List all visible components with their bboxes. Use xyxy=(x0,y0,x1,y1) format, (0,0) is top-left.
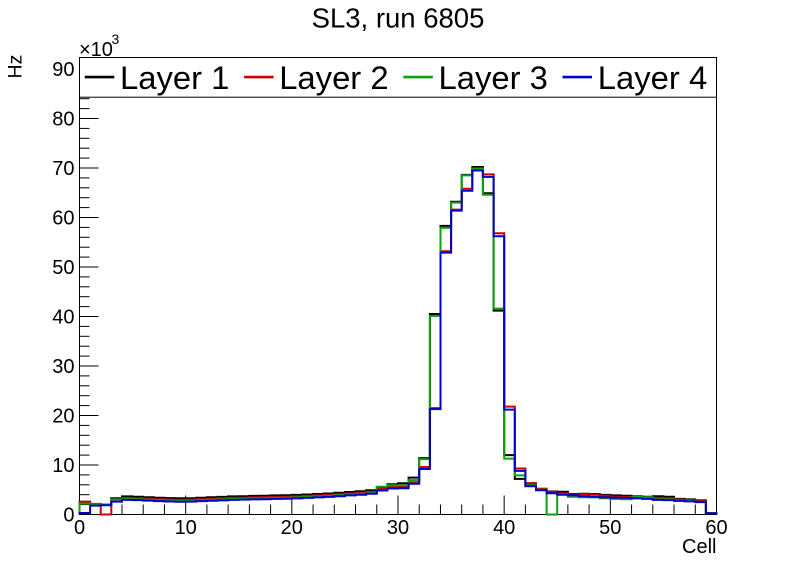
svg-text:0: 0 xyxy=(63,505,74,527)
svg-text:SL3, run 6805: SL3, run 6805 xyxy=(312,3,485,34)
svg-text:40: 40 xyxy=(52,307,74,329)
svg-text:×10: ×10 xyxy=(79,39,113,61)
svg-text:90: 90 xyxy=(52,59,74,81)
svg-text:20: 20 xyxy=(52,406,74,428)
svg-text:3: 3 xyxy=(112,31,120,47)
svg-text:Layer 3: Layer 3 xyxy=(439,59,548,96)
svg-text:30: 30 xyxy=(52,356,74,378)
svg-text:40: 40 xyxy=(493,517,515,539)
svg-text:20: 20 xyxy=(281,517,303,539)
svg-text:Hz: Hz xyxy=(5,55,27,79)
svg-text:80: 80 xyxy=(52,109,74,131)
svg-text:10: 10 xyxy=(52,455,74,477)
svg-text:Layer 1: Layer 1 xyxy=(120,59,229,96)
svg-text:0: 0 xyxy=(74,517,85,539)
svg-text:Cell: Cell xyxy=(682,536,716,558)
svg-text:Layer 4: Layer 4 xyxy=(598,59,707,96)
svg-text:50: 50 xyxy=(599,517,621,539)
svg-text:30: 30 xyxy=(387,517,409,539)
svg-text:60: 60 xyxy=(705,517,727,539)
svg-text:50: 50 xyxy=(52,257,74,279)
svg-text:10: 10 xyxy=(175,517,197,539)
svg-text:70: 70 xyxy=(52,158,74,180)
svg-text:60: 60 xyxy=(52,208,74,230)
svg-text:Layer 2: Layer 2 xyxy=(279,59,388,96)
